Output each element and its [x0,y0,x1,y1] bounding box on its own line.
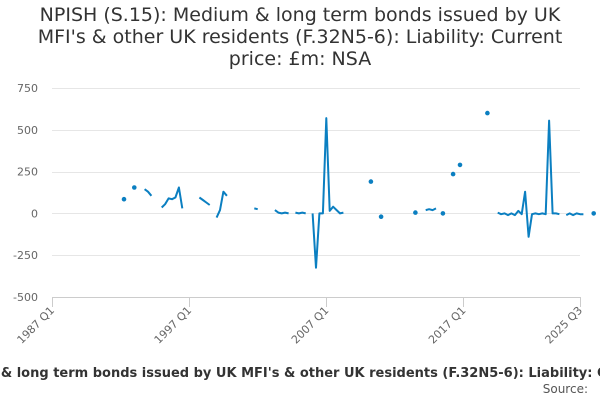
data-series [121,110,596,269]
chart-title-line-3: price: £m: NSA [228,48,372,70]
data-point[interactable] [121,196,127,202]
chart-title-line-2: MFI's & other UK residents (F.32N5-6): L… [37,26,563,48]
x-tick-label: 2017 Q1 [426,304,469,347]
series-line [311,117,344,269]
data-point[interactable] [132,185,137,190]
x-tick-label: 1987 Q1 [15,304,58,347]
series-line [144,188,153,197]
data-point[interactable] [591,211,596,216]
series-line [198,196,211,206]
x-tick-label: 1997 Q1 [152,304,195,347]
series-line [215,190,228,219]
data-point[interactable] [457,162,463,168]
source-note: Source: [542,382,588,396]
series-line [425,207,437,212]
series-line [161,186,184,209]
data-point[interactable] [368,179,374,184]
y-tick-label: 500 [17,124,38,137]
legend: NPISH (S.15): Medium & long term bonds i… [0,366,600,386]
data-point[interactable] [440,211,446,216]
x-tick-label: 2007 Q1 [289,304,332,347]
y-tick-label: -250 [13,249,38,262]
series-line [274,209,289,215]
data-point[interactable] [450,171,456,177]
x-tick-label: 2025 Q3 [543,304,586,347]
chart-title-line-1: NPISH (S.15): Medium & long term bonds i… [39,4,561,26]
x-axis: 1987 Q1 1997 Q1 2007 Q1 2017 Q1 2025 Q3 [15,297,586,347]
y-tick-label: -500 [13,291,38,304]
data-point[interactable] [413,210,418,215]
chart-title: NPISH (S.15): Medium & long term bonds i… [0,4,600,70]
series-line [497,119,560,238]
data-point[interactable] [378,214,384,219]
y-axis: 750 500 250 0 -250 -500 [13,82,38,304]
data-point[interactable] [485,110,490,116]
y-tick-label: 0 [31,207,38,220]
gridlines [52,88,580,256]
y-tick-label: 250 [17,166,38,179]
legend-label: NPISH (S.15): Medium & long term bonds i… [0,366,600,381]
y-tick-label: 750 [17,82,38,95]
series-line [295,211,306,215]
series-line [254,207,258,211]
series-line [565,212,584,217]
